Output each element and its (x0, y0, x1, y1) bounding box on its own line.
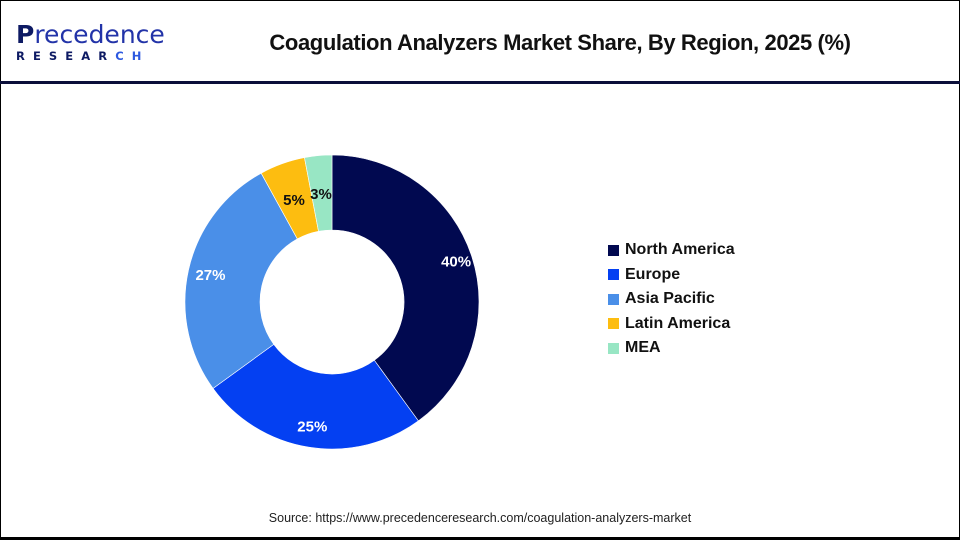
logo-subtitle-main: RESEAR (16, 49, 116, 63)
header: Precedence RESEARCH Coagulation Analyzer… (0, 0, 960, 82)
logo-brand-initial: P (16, 20, 35, 49)
legend-item-mea: MEA (608, 336, 735, 361)
data-label-asia-pacific: 27% (195, 267, 225, 284)
source-note: Source: https://www.precedenceresearch.c… (268, 511, 692, 525)
legend-swatch-icon (608, 342, 619, 354)
legend-item-north-america: North America (608, 238, 735, 263)
legend-label: MEA (625, 339, 661, 357)
legend-swatch-icon (608, 244, 619, 256)
donut-slice-asia-pacific (184, 172, 298, 389)
logo-brand-rest: recedence (34, 20, 165, 49)
legend-swatch-icon (608, 293, 619, 305)
legend-item-europe: Europe (608, 263, 735, 288)
legend-item-latin-america: Latin America (608, 312, 735, 337)
donut-slice-north-america (331, 154, 480, 422)
logo-subtitle-accent: CH (115, 49, 150, 63)
legend-swatch-icon (608, 318, 619, 330)
logo-brand: Precedence (16, 22, 166, 48)
data-label-north-america: 40% (441, 254, 471, 271)
legend-label: Asia Pacific (625, 290, 715, 308)
donut-slice-mea (304, 154, 333, 232)
bottom-border (0, 537, 960, 540)
chart-title: Coagulation Analyzers Market Share, By R… (269, 30, 851, 55)
header-divider (0, 81, 960, 84)
chart-legend: North America Europe Asia Pacific Latin Ame… (608, 238, 735, 361)
legend-label: Europe (625, 265, 681, 283)
legend-label: Latin America (625, 314, 731, 332)
data-label-latin-america: 5% (283, 192, 305, 209)
logo-subtitle: RESEARCH (16, 49, 166, 63)
donut-slice-europe (212, 343, 419, 450)
data-label-europe: 25% (297, 418, 327, 435)
precedence-research-logo: Precedence RESEARCH (16, 22, 166, 66)
data-label-mea: 3% (310, 186, 332, 203)
legend-item-asia-pacific: Asia Pacific (608, 287, 735, 312)
legend-swatch-icon (608, 269, 619, 281)
legend-label: North America (625, 241, 735, 259)
